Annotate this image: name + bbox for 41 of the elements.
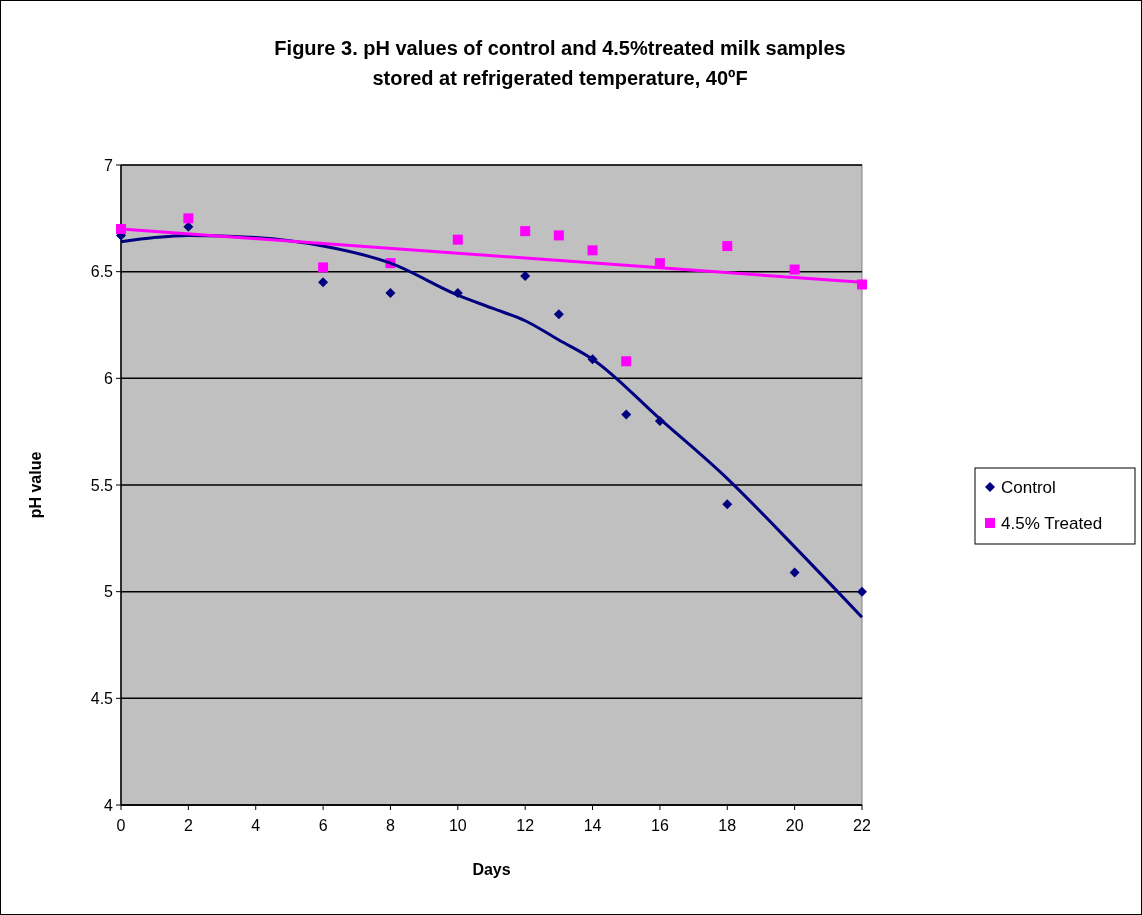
legend-label: Control — [1001, 477, 1056, 497]
x-tick-label: 16 — [651, 817, 669, 834]
point — [520, 226, 531, 237]
point — [621, 409, 632, 420]
x-tick-label: 2 — [183, 817, 193, 834]
x-tick-label: 10 — [448, 817, 467, 834]
x-tick-label: 14 — [583, 817, 602, 834]
y-tick-label: 6 — [104, 369, 114, 387]
point — [789, 567, 800, 578]
point — [722, 499, 733, 510]
y-tick-label: 5.5 — [90, 476, 114, 494]
x-tick-label: 22 — [853, 817, 871, 834]
point — [621, 356, 632, 367]
x-axis-title: Days — [472, 861, 511, 878]
point — [318, 277, 329, 288]
x-tick-label: 20 — [785, 817, 804, 834]
y-tick-label: 4 — [104, 796, 114, 814]
x-tick-label: 12 — [516, 817, 535, 834]
point — [553, 230, 564, 241]
x-tick-label: 18 — [718, 817, 737, 834]
point — [587, 245, 598, 256]
point — [520, 270, 531, 281]
x-tick-label: 4 — [251, 817, 261, 834]
x-tick-label: 6 — [318, 817, 328, 834]
y-tick-label: 4.5 — [90, 689, 114, 707]
point — [385, 288, 396, 298]
point — [452, 234, 463, 245]
y-tick-label: 6.5 — [90, 263, 114, 281]
x-tick-label: 8 — [386, 817, 395, 834]
point — [857, 586, 867, 597]
legend-label: 4.5% Treated — [1001, 513, 1103, 533]
point — [789, 264, 800, 275]
chart-title: Figure 3. pH values of control and 4.5%treated milk samples stored at refrigerated temperature, 40ºF — [274, 37, 846, 89]
y-axis-title: pH value — [27, 451, 44, 519]
point — [183, 213, 194, 224]
point — [722, 241, 733, 252]
y-tick-label: 7 — [104, 156, 114, 174]
point — [553, 309, 564, 320]
y-tick-label: 5 — [104, 583, 114, 601]
point — [318, 262, 329, 273]
x-tick-label: 0 — [116, 817, 126, 834]
